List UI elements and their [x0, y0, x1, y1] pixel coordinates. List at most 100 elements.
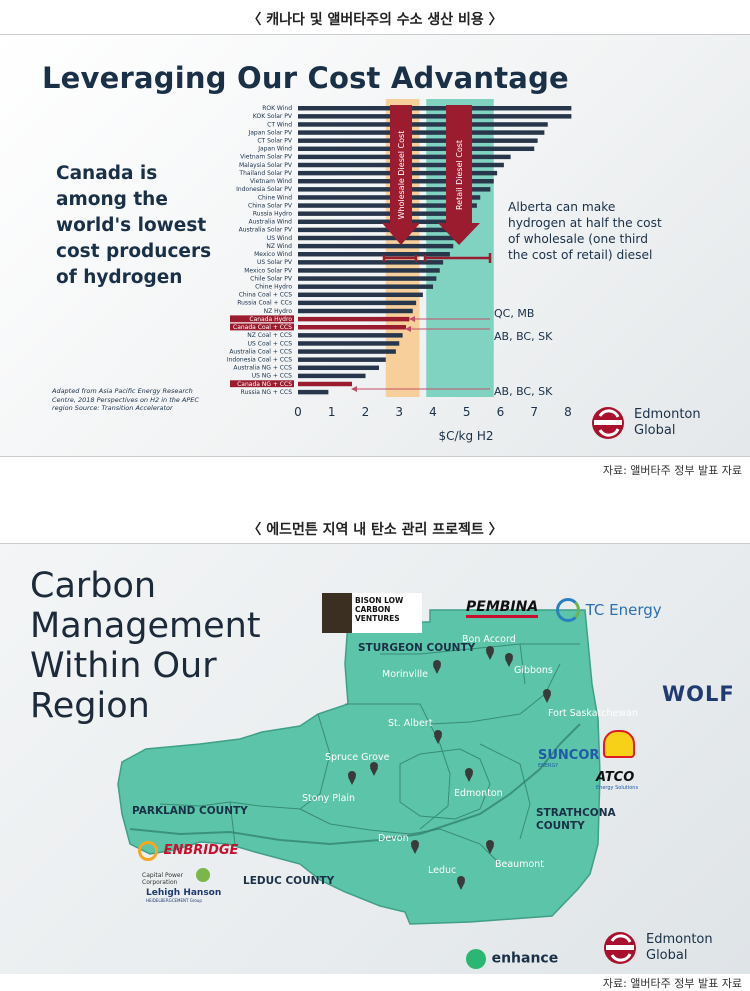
tick-label: 3 [395, 405, 403, 419]
enhance-icon [466, 948, 486, 969]
tick-label: 1 [328, 405, 336, 419]
tick-label: 5 [463, 405, 471, 419]
enbridge-icon [138, 840, 158, 861]
pin-icon [348, 771, 356, 785]
edmonton-logo-line2: Global [634, 423, 676, 438]
diesel-arrow-icon [382, 105, 420, 245]
tick-label: 8 [564, 405, 572, 419]
pin-icon [411, 840, 419, 854]
category-label: Russia NG + CCS [241, 389, 293, 396]
category-highlight [230, 315, 294, 323]
label-parkland: PARKLAND COUNTY [132, 805, 248, 817]
bar [298, 389, 329, 395]
label-st-albert: St. Albert [388, 718, 433, 729]
label-beaumont: Beaumont [495, 859, 544, 870]
lead-text: Canada is among the world's lowest cost … [56, 163, 212, 288]
top-caption: 〈 캐나다 및 앨버타주의 수소 생산 비용 〉 [247, 12, 503, 28]
bar [298, 268, 440, 273]
pin-icon [434, 730, 442, 744]
category-label: Canada Coal + CCS [233, 324, 292, 331]
category-label: US Coal + CCS [248, 340, 293, 347]
enhance-logo: enhance [466, 948, 558, 969]
category-label: Mexico Solar PV [244, 267, 293, 274]
label-gibbons: Gibbons [514, 665, 553, 676]
category-label: NZ Wind [266, 243, 292, 250]
category-label: CT Wind [267, 121, 292, 128]
bar [298, 260, 444, 265]
label-leduc: Leduc [428, 865, 456, 876]
category-label: Malaysia Solar PV [239, 162, 293, 169]
suncor-text: SUNCOR [538, 748, 600, 763]
bar [298, 252, 450, 257]
lehigh-logo: Lehigh Hanson HEIDELBERGCEMENT Group [146, 888, 221, 903]
category-label: Canada NG + CCS [237, 381, 292, 388]
bottom-source: 자료: 앨버타주 정부 발표 자료 [602, 977, 742, 990]
edmonton-emblem-icon [604, 932, 636, 964]
bar [298, 146, 535, 152]
bar [298, 381, 352, 387]
edmonton-bottom-line1: Edmonton [646, 932, 713, 947]
bar [298, 219, 467, 225]
region-title-line: Carbon [30, 566, 157, 606]
label-strathcona-1: STRATHCONA [536, 807, 616, 819]
alberta-note: Alberta can make hydrogen at half the co… [508, 200, 662, 262]
pin-icon [465, 768, 473, 782]
pin-icon [370, 762, 378, 776]
tc-energy-text: TC Energy [585, 601, 662, 619]
category-highlight [230, 380, 294, 388]
label-sturgeon: STURGEON COUNTY [358, 642, 476, 654]
annotation-label: AB, BC, SK [494, 385, 553, 398]
category-label: Vietnam Solar PV [240, 154, 293, 161]
bar [298, 308, 413, 314]
wholesale-bracket [382, 255, 418, 262]
label-spruce-grove: Spruce Grove [325, 752, 390, 763]
wolf-logo: WOLF [662, 682, 735, 706]
region-title-line: Management [30, 606, 261, 646]
pin-icon [543, 689, 551, 703]
category-label: Japan Solar PV [247, 129, 292, 136]
category-label: Russia Coal + CCs [237, 300, 292, 307]
bar [298, 276, 437, 281]
category-label: NZ Coal + CCS [247, 332, 292, 339]
enbridge-text: ENBRIDGE [163, 843, 239, 858]
category-label: Chine Hydro [255, 283, 292, 290]
band-label: Retail Diesel Cost [455, 140, 464, 210]
pin-icon [433, 660, 441, 674]
bar [298, 227, 464, 233]
label-edmonton: Edmonton [454, 788, 503, 799]
bar [298, 243, 454, 249]
category-label: Australia NG + CCS [233, 365, 292, 372]
retail-bracket [423, 253, 492, 263]
bison-logo: BISON LOW CARBON VENTURES [322, 593, 422, 633]
category-label: Chine Wind [258, 194, 292, 201]
category-label: Chile Solar PV [250, 275, 293, 282]
category-label: China Solar PV [248, 202, 293, 209]
tick-label: 0 [294, 405, 302, 419]
label-stony-plain: Stony Plain [302, 793, 355, 804]
category-label: ROK Wind [262, 105, 292, 112]
tick-label: 2 [362, 405, 370, 419]
region-slide: Carbon Management Within Our Region [0, 543, 750, 974]
lehigh-text: Lehigh Hanson [146, 888, 222, 898]
label-devon: Devon [378, 833, 409, 844]
edmonton-emblem-icon [592, 407, 624, 439]
bar [298, 373, 366, 379]
enbridge-logo: ENBRIDGE [138, 840, 238, 861]
label-strathcona-2: COUNTY [536, 820, 585, 832]
bar [298, 211, 471, 216]
bar [298, 130, 545, 135]
suncor-sub: ENERGY [538, 763, 559, 769]
tick-label: 6 [497, 405, 505, 419]
edmonton-bottom-line2: Global [646, 948, 688, 963]
map-pins [348, 646, 551, 890]
category-label: US Wind [267, 235, 292, 242]
tc-energy-logo: TC Energy [556, 598, 662, 622]
atco-text: ATCO [596, 770, 635, 785]
bar [298, 349, 396, 354]
suncor-logo: SUNCOR ENERGY [538, 748, 599, 769]
category-highlight [230, 323, 294, 331]
pin-icon [505, 653, 513, 667]
bar [298, 106, 572, 111]
bar [298, 195, 481, 200]
